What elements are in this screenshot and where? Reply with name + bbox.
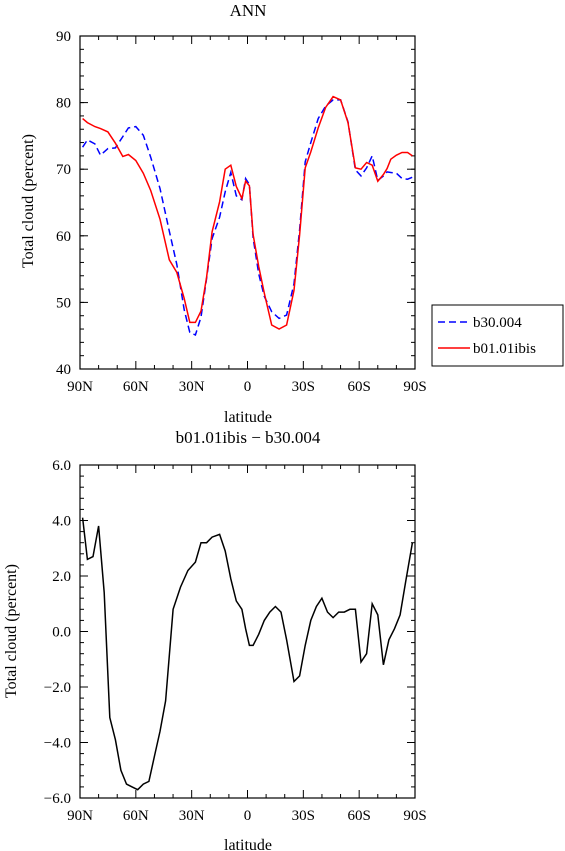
bottom-plot-frame [79,464,416,799]
top-y-tick-label: 70 [56,162,71,178]
top-x-tick-label: 60N [123,379,149,395]
bottom-x-tick-label: 90N [67,808,93,824]
bottom-y-tick-label: −6.0 [44,791,71,807]
top-x-axis-title: latitude [224,409,272,426]
top-x-tick-label: 0 [244,379,252,395]
legend-box [431,304,564,367]
top-series-line-b30-004 [81,99,413,337]
legend-label-b30-004: b30.004 [473,315,522,331]
top-plot-title: ANN [230,1,267,20]
top-x-tick-label: 90S [403,379,426,395]
bottom-y-tick-label: −2.0 [44,680,71,696]
bottom-x-axis-title: latitude [224,837,272,851]
bottom-x-tick-label: 30N [179,808,205,824]
bottom-y-tick-label: 0.0 [52,625,71,641]
top-y-tick-label: 80 [56,96,71,112]
top-series-line-b01-01ibis [82,95,413,330]
bottom-y-axis-title: Total cloud (percent) [3,564,20,698]
bottom-x-tick-label: 60N [123,808,149,824]
top-x-tick-label: 30S [292,379,315,395]
top-axes: 90N 60N 30N 0 30S 60S 90S 40 50 60 70 80 90 [56,29,427,395]
bottom-series-line-difference [81,517,414,791]
bottom-axes: 90N 60N 30N 0 30S 60S 90S −6.0 −4.0 −2.0 0.0 2.0 4.0… [44,458,427,824]
bottom-y-tick-label: −4.0 [44,736,71,752]
top-y-tick-label: 90 [56,29,71,45]
top-y-tick-label: 60 [56,229,71,245]
top-y-tick-label: 40 [56,362,71,378]
top-panel-climatology: ANN latitude Total cloud (percent) 90N 60… [20,1,564,426]
top-x-tick-label: 30N [179,379,205,395]
bottom-x-tick-label: 60S [347,808,370,824]
bottom-plot-title: b01.01ibis − b30.004 [176,428,321,447]
bottom-y-tick-label: 4.0 [52,514,71,530]
top-y-axis-title: Total cloud (percent) [20,134,37,268]
legend-label-b01-01ibis: b01.01ibis [473,341,536,357]
top-y-tick-label: 50 [56,295,71,311]
top-legend: b30.004 b01.01ibis [431,304,564,367]
bottom-panel-difference: b01.01ibis − b30.004 latitude Total clou… [3,428,427,851]
bottom-y-tick-label: 2.0 [52,569,71,585]
bottom-x-tick-label: 90S [403,808,426,824]
bottom-x-tick-label: 30S [292,808,315,824]
bottom-y-tick-label: 6.0 [52,458,71,474]
bottom-series-lines [81,517,414,791]
top-x-tick-label: 60S [347,379,370,395]
top-x-tick-label: 90N [67,379,93,395]
top-series-lines [81,95,413,337]
bottom-x-tick-label: 0 [244,808,252,824]
top-plot-frame [79,35,416,370]
